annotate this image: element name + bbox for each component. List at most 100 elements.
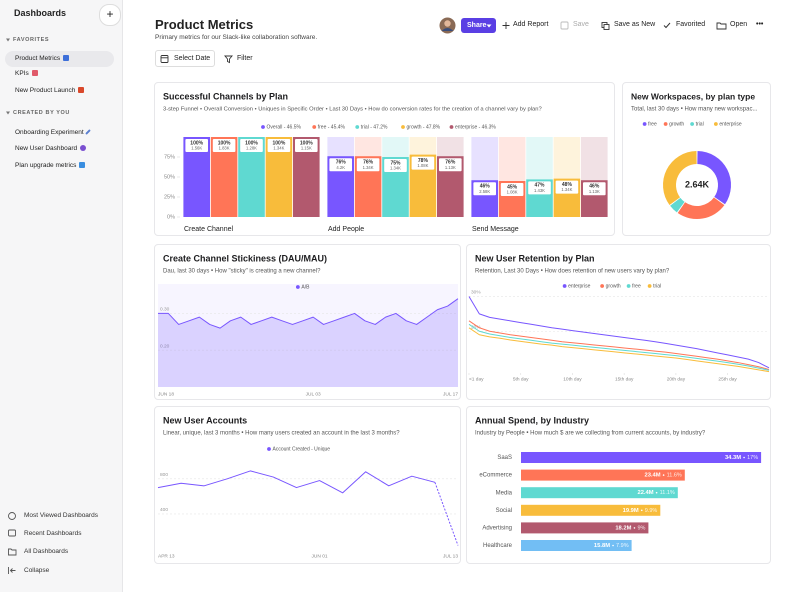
count-label: 1.13K (589, 189, 600, 194)
chart-subtitle: Retention, Last 30 Days • How does reten… (475, 269, 670, 275)
separator-dot (743, 456, 745, 459)
footer-link[interactable]: All Dashboards (24, 548, 69, 555)
share-button[interactable]: Share (461, 18, 496, 33)
label-box (267, 139, 291, 152)
open-button[interactable]: Open (730, 21, 748, 28)
separator-dot (633, 527, 636, 529)
label-box (583, 182, 606, 196)
dashboard-link[interactable]: KPIs (15, 70, 38, 77)
category-label: Media (496, 490, 513, 496)
count-label: 1.34K (561, 187, 572, 192)
save-as-new-button[interactable]: Save as New (614, 21, 656, 28)
save-button[interactable]: Save (573, 21, 589, 28)
select-date-button[interactable] (155, 50, 215, 67)
legend-swatch (312, 125, 317, 129)
report-card[interactable]: New User Accounts Linear, unique, last 3 … (154, 406, 461, 564)
value-label: 15.8M (594, 543, 610, 549)
legend-label: Account Created - Unique (273, 446, 331, 452)
share-label: 9% (637, 525, 645, 531)
dashboard-link[interactable]: Plan upgrade metrics (15, 162, 86, 169)
avatar[interactable] (439, 17, 456, 34)
line (157, 470, 436, 494)
x-tick-label: 20th day (667, 376, 686, 382)
dashboard-name: Plan upgrade metrics (15, 162, 77, 169)
share-label: 17% (747, 455, 758, 461)
x-tick-label: APR 13 (158, 553, 175, 559)
report-card[interactable]: New Workspaces, by plan type Total, last … (622, 82, 771, 236)
y-tick-label: 400 (160, 507, 168, 513)
legend-swatch (600, 284, 605, 288)
add-dashboard-button[interactable]: + (99, 4, 121, 26)
count-label: 4.2K (336, 165, 345, 170)
chart-title: New User Accounts (163, 415, 247, 425)
legend-swatch (401, 125, 405, 129)
legend-label: trial (653, 283, 661, 289)
share-label: 9.9% (645, 508, 658, 514)
chart-title: Successful Channels by Plan (163, 91, 288, 101)
label-box (528, 181, 551, 195)
bar (521, 540, 632, 551)
value-label: 76% (363, 160, 374, 166)
bar (521, 522, 649, 534)
dashboard-link[interactable]: Product Metrics (15, 55, 70, 62)
label-box (185, 139, 208, 152)
y-tick-label: 800 (160, 472, 168, 478)
count-label: 1.34K (390, 166, 401, 171)
filter-button[interactable]: Filter (237, 55, 253, 62)
section-heading: CREATED BY YOU (13, 110, 70, 116)
bar (521, 469, 685, 481)
chart: Annual Spend, by Industry Industry by Peo… (475, 415, 762, 551)
dashboard-link[interactable]: New User Dashboard (15, 145, 87, 152)
footer-link[interactable]: Recent Dashboards (24, 530, 82, 537)
separator-dot (612, 544, 614, 547)
favorited-button[interactable]: Favorited (676, 21, 706, 28)
pie-slice (663, 151, 697, 205)
bar-remainder (354, 137, 382, 157)
dashboard-link[interactable]: New Product Launch (15, 87, 85, 94)
footer-link[interactable]: Collapse (24, 567, 50, 574)
y-tick-label: 50% (164, 174, 175, 180)
separator-dot (655, 491, 658, 494)
line (468, 327, 770, 373)
x-tick-label: JUL 03 (306, 391, 321, 397)
value-label: 34.3M (725, 455, 741, 461)
bar-remainder (553, 137, 581, 179)
label-box (384, 159, 407, 172)
dashboard-link[interactable]: Onboarding Experiment (15, 129, 91, 136)
dashboard-title: Product Metrics (155, 17, 254, 32)
legend-label: growth - 47.8% (407, 124, 441, 130)
report-card[interactable]: Annual Spend, by Industry Industry by Peo… (466, 406, 771, 564)
center-label: 2.64K (685, 179, 710, 189)
add-report-button[interactable]: Add Report (513, 21, 549, 28)
chart: New Workspaces, by plan type Total, last … (631, 91, 758, 220)
share-label: 7.9% (616, 543, 629, 549)
chart: New User Retention by Plan Retention, Las… (468, 253, 770, 382)
chart-subtitle: Industry by People • How much $ are we c… (475, 431, 706, 437)
category-label: Create Channel (184, 226, 233, 233)
legend-label: enterprise - 46.3% (455, 124, 496, 130)
line (158, 298, 459, 329)
dashboard-name: KPIs (15, 70, 29, 77)
legend-label: enterprise (568, 283, 590, 289)
report-card[interactable]: Successful Channels by Plan 3-step Funnel… (154, 82, 615, 236)
value-label: 48% (562, 182, 573, 188)
x-tick-label: 25th day (718, 376, 737, 382)
legend-swatch (663, 122, 668, 126)
footer-link[interactable]: Most Viewed Dashboards (24, 512, 98, 519)
chart-title: New Workspaces, by plan type (631, 91, 755, 101)
label-box (439, 158, 462, 172)
chart: New User Accounts Linear, unique, last 3 … (157, 415, 459, 559)
share-label: Share (467, 22, 487, 29)
value-label: 23.4M (644, 473, 660, 479)
x-tick-label: 15th day (615, 376, 634, 382)
more-button[interactable]: ••• (756, 21, 764, 28)
x-tick-label: 10th day (563, 376, 582, 382)
action-icons (502, 21, 727, 30)
category-label: SaaS (497, 455, 512, 461)
report-card[interactable]: Create Channel Stickiness (DAU/MAU) Dau, … (154, 244, 461, 400)
report-card[interactable]: New User Retention by Plan Retention, Las… (466, 244, 771, 400)
line (468, 296, 770, 369)
value-label: 75% (390, 160, 401, 166)
label-box (356, 158, 380, 172)
dashboard-name: Product Metrics (15, 55, 61, 62)
